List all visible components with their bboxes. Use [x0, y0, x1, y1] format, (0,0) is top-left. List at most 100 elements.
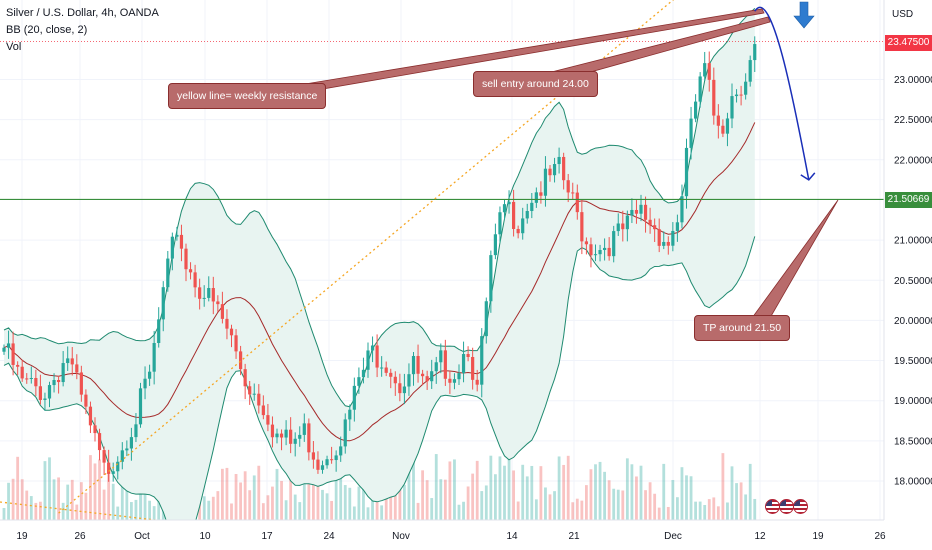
- candle-body: [616, 223, 620, 232]
- candle-body: [421, 373, 425, 377]
- candle-body: [389, 372, 393, 377]
- candle-body: [93, 425, 97, 434]
- us-flag-icon[interactable]: [779, 499, 794, 514]
- volume-indicator-label[interactable]: Vol: [6, 41, 22, 53]
- sell-entry-note[interactable]: sell entry around 24.00: [473, 71, 598, 97]
- candle-body: [612, 231, 616, 257]
- weekly-resistance-note[interactable]: yellow line= weekly resistance: [168, 83, 327, 109]
- volume-bar: [16, 456, 20, 520]
- volume-bar: [102, 489, 106, 520]
- volume-bar: [512, 470, 515, 520]
- candle-body: [207, 288, 211, 298]
- bb-indicator-label[interactable]: BB (20, close, 2): [6, 24, 88, 36]
- candle-body: [725, 118, 730, 134]
- volume-bar: [266, 495, 270, 520]
- candle-body: [580, 212, 584, 242]
- candle-body: [539, 192, 543, 196]
- volume-bar: [225, 467, 229, 520]
- candle-body: [507, 201, 511, 205]
- candle-body: [225, 318, 229, 329]
- take-profit-note[interactable]: TP around 21.50: [694, 315, 791, 341]
- candle-body: [744, 81, 748, 95]
- us-flag-icon[interactable]: [765, 499, 780, 514]
- volume-bar: [407, 463, 411, 520]
- candle-body: [671, 230, 675, 246]
- candle-body: [339, 446, 343, 456]
- bollinger-bands: [3, 7, 756, 548]
- volume-bar: [484, 485, 488, 520]
- volume-bar: [2, 508, 6, 520]
- candle-body: [402, 386, 406, 394]
- candle-body: [471, 357, 475, 380]
- candle-body: [79, 372, 83, 395]
- candle-body: [398, 383, 402, 394]
- volume-bar: [657, 507, 661, 520]
- time-tick-label: 26: [74, 531, 86, 542]
- candle-body: [170, 236, 174, 259]
- candle-body: [662, 241, 666, 246]
- candle-body: [375, 345, 379, 368]
- volume-bar: [352, 506, 356, 520]
- candle-body: [543, 168, 548, 196]
- time-tick-label: 19: [16, 531, 28, 542]
- volume-bar: [712, 497, 716, 520]
- volume-bar: [553, 491, 556, 520]
- volume-bar: [248, 490, 252, 520]
- candle-body: [138, 388, 143, 425]
- volume-bar: [457, 504, 461, 520]
- candle-body: [157, 319, 161, 343]
- candle-body: [2, 347, 6, 352]
- candle-body: [557, 156, 561, 165]
- candle-body: [61, 363, 65, 383]
- volume-bar: [34, 502, 38, 520]
- volume-bar: [730, 466, 734, 520]
- volume-bar: [425, 480, 429, 520]
- price-axis[interactable]: USD 23.00000 22.50000 22.00000 21.00000 20.50…: [883, 0, 932, 550]
- weekly-resistance-line: [0, 501, 156, 521]
- volume-bar: [207, 500, 211, 520]
- time-axis[interactable]: 19 26 Oct 10 17 24 Nov 14 21 Dec 12 19 26: [0, 519, 932, 550]
- volume-bar: [257, 465, 261, 520]
- candle-body: [721, 125, 725, 134]
- volume-bar: [507, 454, 511, 520]
- candle-body: [66, 358, 70, 364]
- current-price-tag: 23.47500: [885, 35, 932, 51]
- candle-body: [475, 379, 479, 385]
- candle-body: [416, 355, 420, 374]
- candle-body: [748, 60, 752, 82]
- volume-bar: [698, 501, 702, 520]
- volume-bar: [585, 485, 588, 520]
- candle-body: [34, 377, 38, 387]
- candle-body: [229, 328, 234, 336]
- volume-bar: [48, 457, 51, 520]
- us-flag-icon[interactable]: [793, 499, 808, 514]
- price-axis-bg: [884, 0, 932, 550]
- time-axis-bg: [0, 520, 932, 550]
- volume-bar: [753, 498, 757, 520]
- candle-body: [29, 377, 33, 379]
- volume-bar: [598, 461, 602, 520]
- candle-body: [70, 358, 74, 365]
- symbol-title[interactable]: Silver / U.S. Dollar, 4h, OANDA: [6, 7, 159, 19]
- volume-bar: [412, 460, 415, 520]
- time-tick-label: 12: [754, 531, 766, 542]
- volume-bar: [662, 463, 666, 520]
- volume-bar: [75, 504, 79, 520]
- candle-body: [584, 241, 588, 245]
- volume-bar: [271, 486, 274, 520]
- time-tick-label: 17: [261, 531, 273, 542]
- candle-body: [411, 355, 416, 375]
- volume-bar: [416, 502, 420, 520]
- volume-bar: [557, 456, 561, 520]
- candle-body: [252, 393, 256, 395]
- volume-bar: [216, 491, 220, 520]
- volume-bar: [375, 491, 379, 520]
- volume-bar: [239, 482, 242, 520]
- volume-bar: [635, 476, 638, 520]
- candle-body: [643, 204, 648, 220]
- volume-bar: [152, 506, 156, 520]
- candle-body: [270, 424, 275, 438]
- volume-bar: [148, 500, 151, 520]
- candle-body: [143, 378, 147, 389]
